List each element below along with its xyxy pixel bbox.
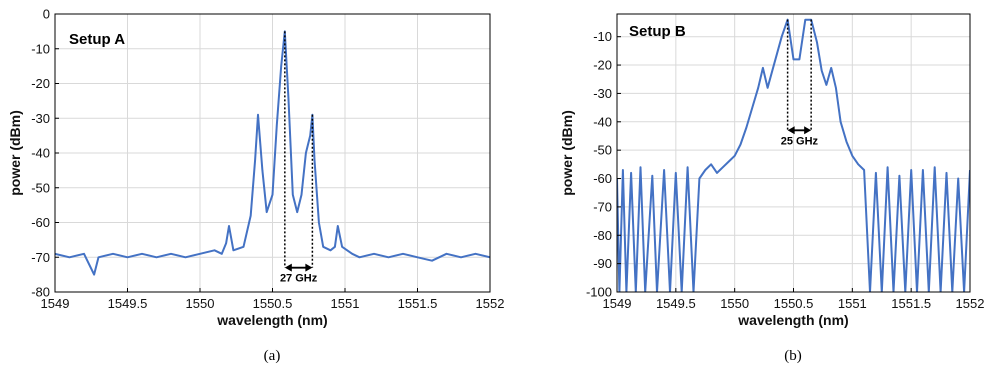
y-tick-label: -70 [31, 250, 50, 265]
y-tick-label: -80 [593, 228, 612, 243]
annotation-label: 25 GHz [781, 135, 819, 147]
y-tick-label: 0 [43, 7, 50, 22]
y-tick-label: -50 [593, 143, 612, 158]
y-tick-label: -70 [593, 199, 612, 214]
x-tick-label: 1549 [41, 296, 70, 311]
y-tick-label: -30 [593, 86, 612, 101]
y-tick-label: -40 [31, 146, 50, 161]
y-tick-label: -10 [31, 41, 50, 56]
x-tick-label: 1551.5 [891, 296, 931, 311]
y-tick-label: -40 [593, 114, 612, 129]
x-axis-label: wavelength (nm) [737, 312, 848, 328]
x-tick-label: 1552 [476, 296, 505, 311]
y-tick-label: -20 [31, 76, 50, 91]
annotation-arrowhead-left [787, 126, 795, 135]
x-tick-label: 1550.5 [253, 296, 293, 311]
x-axis-label: wavelength (nm) [216, 312, 327, 328]
x-tick-label: 1550 [720, 296, 749, 311]
y-axis-label: power (dBm) [559, 110, 575, 196]
chart-panel-a: 27 GHz 1549 1549.5 1550 1550.5 1551 1551.5 1552… [7, 7, 504, 365]
y-tick-label: -80 [31, 285, 50, 300]
panel-caption: (b) [784, 348, 802, 364]
y-tick-label: -60 [31, 215, 50, 230]
y-tick-label: -60 [593, 171, 612, 186]
y-axis-label: power (dBm) [7, 110, 23, 196]
x-tick-label: 1549.5 [108, 296, 148, 311]
y-tick-label: -30 [31, 111, 50, 126]
annotation-label: 27 GHz [280, 273, 318, 285]
y-tick-label: -10 [593, 29, 612, 44]
annotation-arrowhead-right [305, 263, 313, 272]
annotation-arrowhead-left [284, 263, 292, 272]
chart-panel-b: 25 GHz 1549 1549.5 1550 1550.5 1551 1551.5 1552… [559, 13, 985, 364]
panel-title: Setup B [629, 23, 686, 40]
x-tick-label: 1550 [186, 296, 215, 311]
panel-title: Setup A [69, 31, 125, 48]
x-tick-label: 1550.5 [774, 296, 814, 311]
y-tick-label: -100 [586, 285, 612, 300]
panel-caption: (a) [264, 348, 281, 364]
x-tick-label: 1552 [956, 296, 985, 311]
annotation-arrowhead-right [804, 126, 812, 135]
x-tick-label: 1551 [331, 296, 360, 311]
y-tick-label: -50 [31, 180, 50, 195]
y-tick-label: -90 [593, 256, 612, 271]
series-line [55, 30, 490, 276]
x-tick-label: 1549.5 [656, 296, 696, 311]
x-tick-label: 1549 [603, 296, 632, 311]
x-tick-label: 1551.5 [398, 296, 438, 311]
y-tick-label: -20 [593, 58, 612, 73]
x-tick-label: 1551 [838, 296, 867, 311]
